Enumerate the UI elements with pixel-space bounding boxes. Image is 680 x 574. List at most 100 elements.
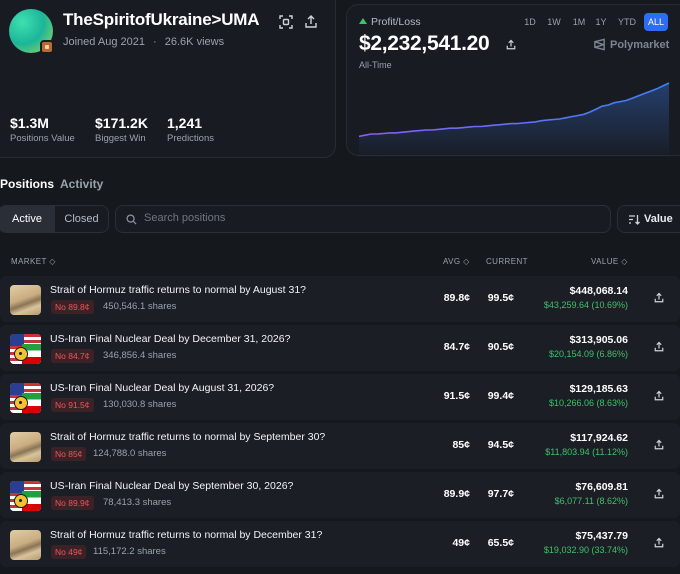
tab-positions[interactable]: Positions — [0, 177, 55, 191]
range-1m[interactable]: 1M — [572, 17, 586, 27]
profile-meta: Joined Aug 2021 · 26.6K views — [63, 36, 224, 48]
table-row[interactable]: Strait of Hormuz traffic returns to norm… — [0, 521, 680, 567]
range-all[interactable]: ALL — [644, 13, 668, 31]
table-row[interactable]: Strait of Hormuz traffic returns to norm… — [0, 276, 680, 322]
avg-price: 85¢ — [452, 439, 470, 451]
table-row[interactable]: US-Iran Final Nuclear Deal by August 31,… — [0, 374, 680, 420]
share-icon[interactable] — [653, 292, 665, 304]
sort-arrows-icon: ◇ — [463, 257, 470, 266]
outcome-badge: No 89.8¢ — [51, 300, 94, 314]
table-row[interactable]: US-Iran Final Nuclear Deal by December 3… — [0, 325, 680, 371]
share-icon[interactable] — [653, 390, 665, 402]
status-filter: Active Closed — [0, 205, 109, 233]
username: TheSpiritofUkraine>UMA — [63, 10, 260, 29]
search-input[interactable] — [144, 212, 594, 224]
position-value: $76,609.81 — [575, 481, 628, 493]
chart-line — [358, 82, 670, 138]
stat-positions-value: $1.3M — [10, 115, 49, 131]
search-box — [115, 205, 611, 233]
column-market[interactable]: MARKET ◇ — [11, 257, 56, 266]
tab-activity[interactable]: Activity — [60, 177, 104, 191]
range-1y[interactable]: 1Y — [595, 17, 607, 27]
search-icon — [126, 214, 137, 225]
share-icon[interactable] — [303, 14, 319, 30]
sort-button[interactable]: Value — [617, 205, 680, 233]
stat-positions-label: Positions Value — [10, 133, 75, 144]
range-1d[interactable]: 1D — [524, 17, 536, 27]
market-thumbnail — [10, 530, 41, 560]
share-icon[interactable] — [505, 39, 517, 51]
pnl-label: Profit/Loss — [371, 16, 421, 28]
current-price: 94.5¢ — [487, 439, 514, 451]
share-icon[interactable] — [653, 537, 665, 549]
shares-count: 346,856.4 shares — [103, 350, 177, 361]
outcome-badge: No 84.7¢ — [51, 349, 94, 363]
shares-count: 115,172.2 shares — [93, 546, 166, 557]
chart-area — [359, 83, 669, 157]
sort-arrows-icon: ◇ — [49, 257, 56, 266]
market-title[interactable]: US-Iran Final Nuclear Deal by December 3… — [50, 333, 291, 345]
column-market-label: MARKET — [11, 257, 47, 266]
avg-price: 84.7¢ — [443, 341, 470, 353]
current-price: 99.4¢ — [487, 390, 514, 402]
table-row[interactable]: US-Iran Final Nuclear Deal by September … — [0, 472, 680, 518]
outcome-badge: No 49¢ — [51, 545, 87, 559]
sort-arrows-icon: ◇ — [621, 257, 628, 266]
pnl-value: $2,232,541.20 — [359, 32, 490, 55]
share-icon[interactable] — [653, 341, 665, 353]
current-price: 65.5¢ — [487, 537, 514, 549]
pnl-period: All-Time — [359, 60, 392, 70]
outcome-badge: No 85¢ — [51, 447, 87, 461]
position-pnl: $11,803.94 (11.12%) — [545, 447, 628, 457]
column-avg[interactable]: AVG ◇ — [443, 257, 470, 266]
brand-name: Polymarket — [610, 39, 670, 51]
avg-price: 89.9¢ — [443, 488, 470, 500]
profile-card: TheSpiritofUkraine>UMA Joined Aug 2021 ·… — [0, 0, 336, 158]
stat-predictions-label: Predictions — [167, 133, 214, 144]
column-avg-label: AVG — [443, 257, 461, 266]
position-value: $75,437.79 — [575, 530, 628, 542]
current-price: 90.5¢ — [487, 341, 514, 353]
market-title[interactable]: Strait of Hormuz traffic returns to norm… — [50, 529, 323, 541]
market-thumbnail — [10, 432, 41, 462]
position-pnl: $20,154.09 (6.86%) — [548, 349, 628, 359]
column-value[interactable]: VALUE ◇ — [591, 257, 628, 266]
avg-price: 91.5¢ — [443, 390, 470, 402]
filter-active[interactable]: Active — [0, 206, 55, 232]
filter-closed[interactable]: Closed — [64, 213, 99, 225]
market-title[interactable]: Strait of Hormuz traffic returns to norm… — [50, 284, 307, 296]
joined-date: Joined Aug 2021 — [63, 36, 145, 48]
market-title[interactable]: US-Iran Final Nuclear Deal by September … — [50, 480, 294, 492]
share-icon[interactable] — [653, 488, 665, 500]
market-thumbnail — [10, 383, 41, 413]
sort-icon — [629, 215, 640, 225]
market-title[interactable]: Strait of Hormuz traffic returns to norm… — [50, 431, 326, 443]
position-value: $313,905.06 — [569, 334, 628, 346]
market-thumbnail — [10, 285, 41, 315]
polymarket-logo-icon — [594, 38, 605, 51]
shares-count: 78,413.3 shares — [103, 497, 172, 508]
share-icon[interactable] — [653, 439, 665, 451]
market-thumbnail — [10, 334, 41, 364]
avg-price: 89.8¢ — [443, 292, 470, 304]
views-count: 26.6K views — [164, 36, 225, 48]
sort-label: Value — [644, 213, 673, 225]
market-title[interactable]: US-Iran Final Nuclear Deal by August 31,… — [50, 382, 275, 394]
shares-count: 450,546.1 shares — [103, 301, 177, 312]
pnl-chart — [358, 82, 670, 157]
shares-count: 130,030.8 shares — [103, 399, 177, 410]
avg-price: 49¢ — [452, 537, 470, 549]
table-row[interactable]: Strait of Hormuz traffic returns to norm… — [0, 423, 680, 469]
meta-separator: · — [153, 36, 157, 48]
position-pnl: $6,077.11 (8.62%) — [554, 496, 628, 506]
range-ytd[interactable]: YTD — [618, 17, 636, 27]
scan-icon[interactable] — [278, 14, 294, 30]
range-1w[interactable]: 1W — [547, 17, 561, 27]
stat-biggest-win-label: Biggest Win — [95, 133, 146, 144]
position-pnl: $10,266.06 (8.63%) — [548, 398, 628, 408]
stat-predictions-value: 1,241 — [167, 115, 203, 131]
position-value: $129,185.63 — [569, 383, 628, 395]
position-pnl: $43,259.64 (10.69%) — [543, 300, 628, 310]
outcome-badge: No 89.9¢ — [51, 496, 94, 510]
up-triangle-icon — [359, 18, 367, 24]
